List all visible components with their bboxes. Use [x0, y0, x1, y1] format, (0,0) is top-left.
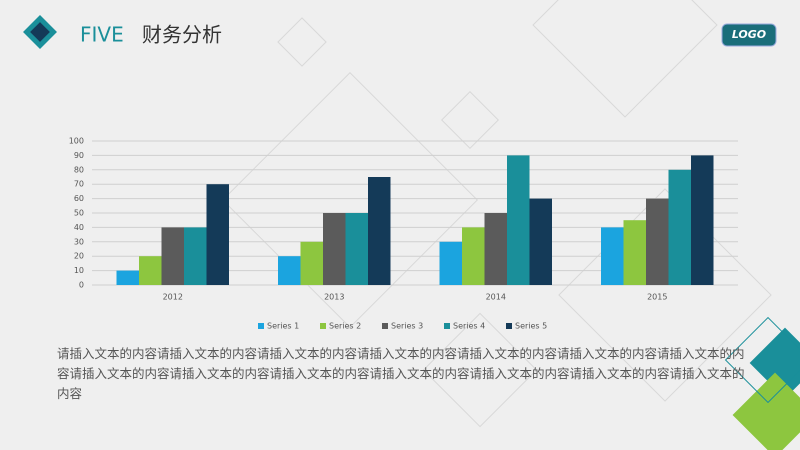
legend-label: Series 4 [453, 322, 485, 331]
legend-label: Series 1 [267, 322, 299, 331]
y-tick-label: 30 [74, 237, 84, 246]
y-tick-label: 70 [74, 180, 84, 189]
bar [139, 256, 162, 285]
logo-icon [23, 15, 57, 49]
y-tick-label: 50 [74, 209, 84, 218]
x-tick-label: 2015 [647, 293, 667, 302]
y-tick-label: 60 [74, 194, 84, 203]
y-tick-label: 0 [79, 281, 84, 290]
y-tick-label: 10 [74, 266, 84, 275]
bar [668, 169, 691, 285]
legend-swatch [506, 323, 512, 329]
bar [184, 227, 207, 285]
bar [691, 155, 714, 285]
bar [345, 213, 368, 285]
y-tick-label: 80 [74, 165, 84, 174]
bar [323, 213, 346, 285]
bar [116, 270, 139, 285]
y-tick-label: 40 [74, 223, 84, 232]
bar [439, 241, 462, 285]
x-tick-label: 2012 [163, 293, 183, 302]
bar [206, 184, 229, 285]
body-text: 请插入文本的内容请插入文本的内容请插入文本的内容请插入文本的内容请插入文本的内容… [57, 346, 745, 401]
x-tick-label: 2014 [486, 293, 506, 302]
bar [623, 220, 646, 285]
legend-label: Series 3 [391, 322, 423, 331]
logo-badge [721, 23, 777, 47]
title-en: FIVE [80, 23, 124, 47]
legend-swatch [320, 323, 326, 329]
logo-text: LOGO [732, 28, 766, 41]
corner-decoration [724, 316, 800, 450]
y-tick-label: 100 [69, 137, 84, 146]
bar [484, 213, 507, 285]
legend-swatch [444, 323, 450, 329]
legend-swatch [258, 323, 264, 329]
bar [368, 177, 391, 285]
bar [462, 227, 485, 285]
bar [161, 227, 184, 285]
x-tick-label: 2013 [324, 293, 344, 302]
legend-swatch [382, 323, 388, 329]
title-cn: 财务分析 [142, 23, 222, 47]
legend-label: Series 5 [515, 322, 547, 331]
y-tick-label: 20 [74, 252, 84, 261]
bar [300, 241, 323, 285]
bar [507, 155, 530, 285]
legend-label: Series 2 [329, 322, 361, 331]
bar [529, 198, 552, 285]
bar [278, 256, 301, 285]
bar [646, 198, 669, 285]
y-tick-label: 90 [74, 151, 84, 160]
bar [601, 227, 624, 285]
